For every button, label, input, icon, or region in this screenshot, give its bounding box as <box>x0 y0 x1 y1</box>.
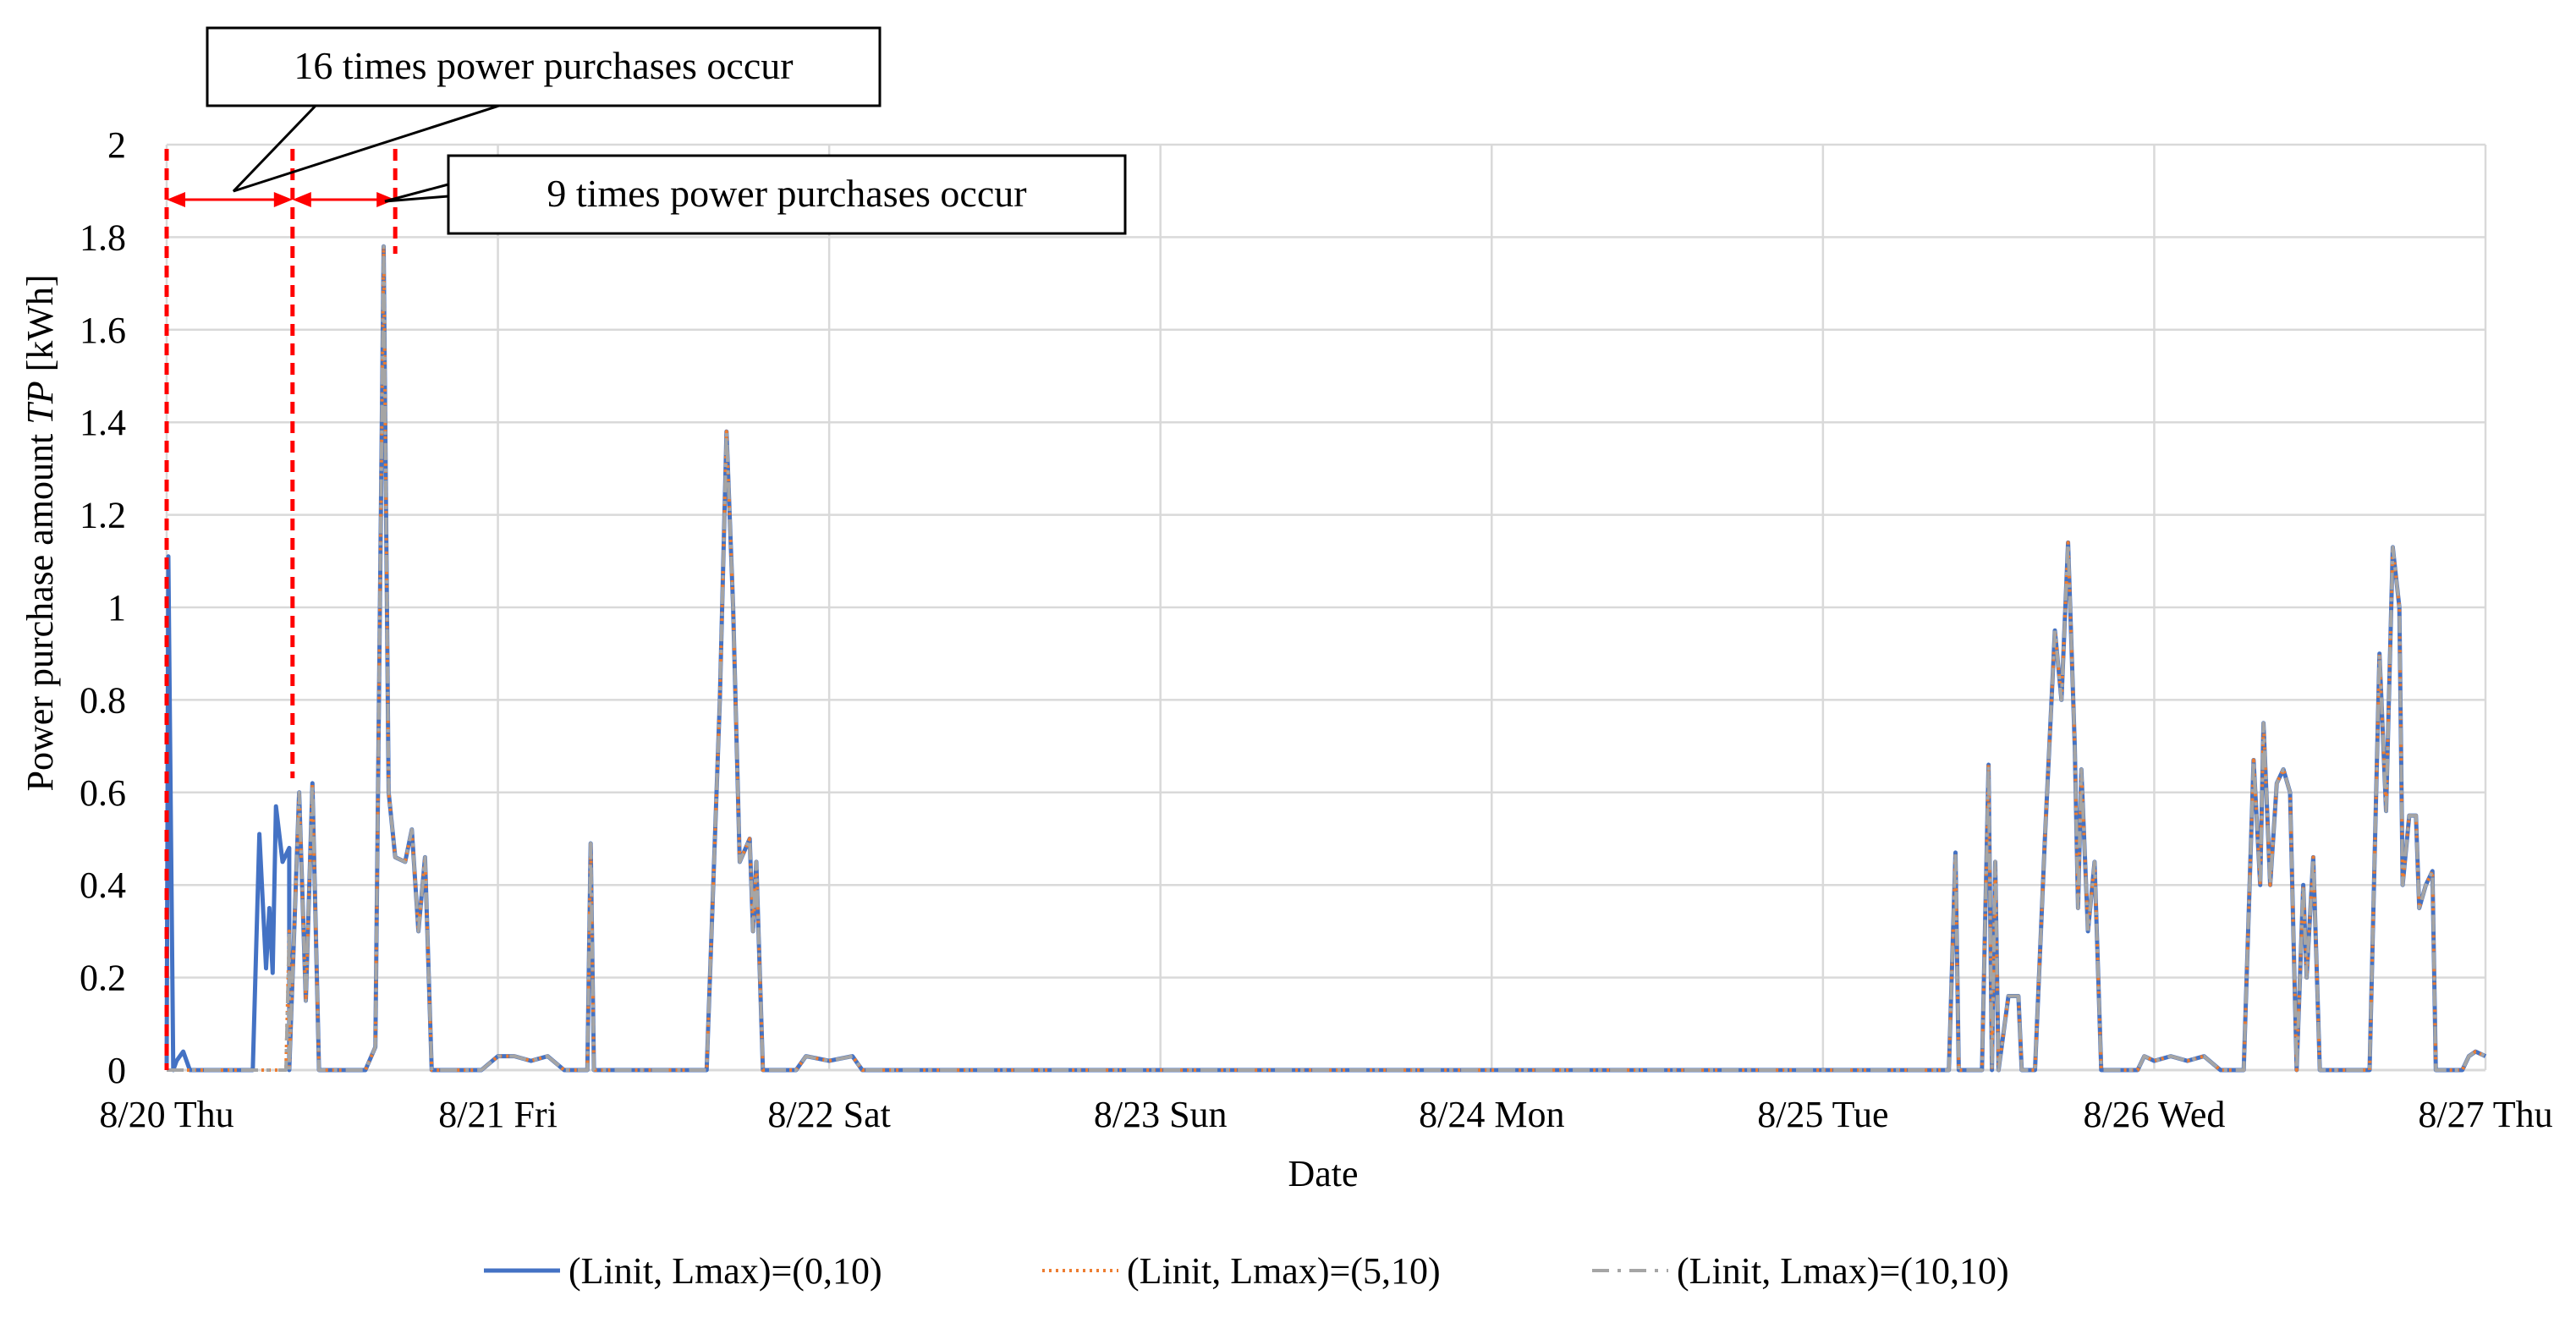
callout-text-1: 9 times power purchases occur <box>547 172 1026 215</box>
callout-pointer-1 <box>384 183 449 203</box>
grid <box>165 143 2487 1070</box>
series-line-1 <box>167 244 2486 1072</box>
callout-box-1 <box>447 154 1127 235</box>
x-tick-label-0: 8/20 Thu <box>99 1094 233 1135</box>
y-tick-label-5: 1 <box>107 587 126 629</box>
y-tick-label-9: 1.8 <box>80 217 126 258</box>
y-axis-title-unit: [kWh] <box>19 275 61 382</box>
annotation-arrowhead-left-1 <box>292 192 311 207</box>
legend-label-1: (Linit, Lmax)=(5,10) <box>1127 1250 1441 1292</box>
x-tick-label-2: 8/22 Sat <box>767 1094 890 1135</box>
x-tick-label-1: 8/21 Fri <box>438 1094 557 1135</box>
callout-pointer-0 <box>232 104 500 193</box>
legend-label-2: (Linit, Lmax)=(10,10) <box>1677 1250 2009 1292</box>
y-axis-title-variable: TP <box>19 381 61 424</box>
annotation-arrowhead-right-1 <box>376 192 396 207</box>
y-tick-label-0: 0 <box>107 1050 126 1091</box>
y-tick-label-8: 1.6 <box>80 310 126 351</box>
legend-label-0: (Linit, Lmax)=(0,10) <box>568 1250 882 1292</box>
x-tick-labels: 8/20 Thu 8/21 Fri 8/22 Sat 8/23 Sun 8/24 Mon… <box>99 1094 2552 1135</box>
x-tick-label-5: 8/25 Tue <box>1757 1094 1888 1135</box>
y-tick-label-10: 2 <box>107 124 126 166</box>
y-tick-label-3: 0.6 <box>80 772 126 814</box>
y-tick-label-7: 1.4 <box>80 402 126 443</box>
series-line-0 <box>164 244 2487 1073</box>
legend-item-0: (Linit, Lmax)=(0,10) <box>484 1250 882 1292</box>
annotation-arrowhead-right-0 <box>273 192 293 207</box>
y-axis-title-prefix: Power purchase amount <box>19 425 61 792</box>
series-line-2 <box>167 244 2486 1072</box>
legend-item-1: (Linit, Lmax)=(5,10) <box>1042 1250 1441 1292</box>
annotation-arrowhead-left-0 <box>167 192 185 207</box>
series-lines <box>164 244 2487 1073</box>
x-tick-label-3: 8/23 Sun <box>1094 1094 1228 1135</box>
x-tick-label-7: 8/27 Thu <box>2418 1094 2552 1135</box>
annotations: 16 times power purchases occur 9 times po… <box>164 26 1127 1070</box>
x-axis-title: Date <box>1288 1153 1358 1194</box>
callout-text-0: 16 times power purchases occur <box>294 44 793 87</box>
legend: (Linit, Lmax)=(0,10) (Linit, Lmax)=(5,10… <box>484 1250 2009 1292</box>
y-tick-labels: 0 0.2 0.4 0.6 0.8 1 1.2 1.4 1.6 1.8 2 <box>80 124 126 1091</box>
y-tick-label-2: 0.4 <box>80 865 126 906</box>
legend-item-2: (Linit, Lmax)=(10,10) <box>1592 1250 2009 1292</box>
y-axis-title: Power purchase amount TP [kWh] <box>19 275 61 792</box>
y-tick-label-4: 0.8 <box>80 679 126 721</box>
x-tick-label-6: 8/26 Wed <box>2083 1094 2225 1135</box>
x-tick-label-4: 8/24 Mon <box>1419 1094 1564 1135</box>
y-tick-label-6: 1.2 <box>80 495 126 536</box>
y-tick-label-1: 0.2 <box>80 958 126 999</box>
callout-box-0 <box>206 26 882 107</box>
